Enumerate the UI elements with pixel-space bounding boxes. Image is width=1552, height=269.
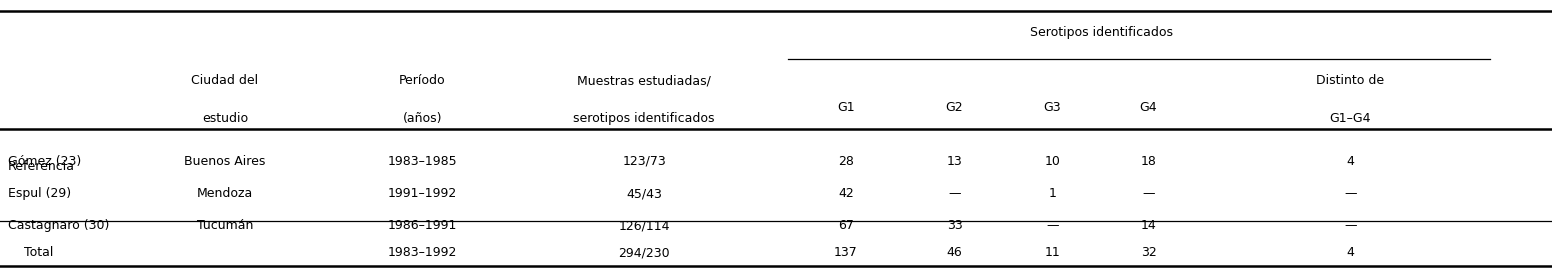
Text: Gómez (23): Gómez (23)	[8, 155, 81, 168]
Text: serotipos identificados: serotipos identificados	[573, 112, 715, 125]
Text: —: —	[1344, 220, 1356, 232]
Text: 1986–1991: 1986–1991	[388, 220, 456, 232]
Text: Período: Período	[399, 74, 445, 87]
Text: 46: 46	[947, 246, 962, 259]
Text: Ciudad del: Ciudad del	[191, 74, 259, 87]
Text: 14: 14	[1141, 220, 1156, 232]
Text: 123/73: 123/73	[622, 155, 666, 168]
Text: 18: 18	[1141, 155, 1156, 168]
Text: Mendoza: Mendoza	[197, 187, 253, 200]
Text: Muestras estudiadas/: Muestras estudiadas/	[577, 74, 711, 87]
Text: G4: G4	[1139, 101, 1158, 114]
Text: Espul (29): Espul (29)	[8, 187, 71, 200]
Text: 294/230: 294/230	[618, 246, 670, 259]
Text: (años): (años)	[402, 112, 442, 125]
Text: 45/43: 45/43	[625, 187, 663, 200]
Text: 1983–1985: 1983–1985	[388, 155, 456, 168]
Text: 67: 67	[838, 220, 854, 232]
Text: 1983–1992: 1983–1992	[388, 246, 456, 259]
Text: 137: 137	[833, 246, 858, 259]
Text: Buenos Aires: Buenos Aires	[185, 155, 265, 168]
Text: —: —	[1344, 187, 1356, 200]
Text: 42: 42	[838, 187, 854, 200]
Text: 1: 1	[1048, 187, 1057, 200]
Text: Tucumán: Tucumán	[197, 220, 253, 232]
Text: Castagnaro (30): Castagnaro (30)	[8, 220, 109, 232]
Text: G2: G2	[945, 101, 964, 114]
Text: 126/114: 126/114	[618, 220, 670, 232]
Text: —: —	[948, 187, 961, 200]
Text: estudio: estudio	[202, 112, 248, 125]
Text: G1–G4: G1–G4	[1330, 112, 1370, 125]
Text: Serotipos identificados: Serotipos identificados	[1031, 26, 1173, 39]
Text: 11: 11	[1044, 246, 1060, 259]
Text: 4: 4	[1346, 155, 1355, 168]
Text: 10: 10	[1044, 155, 1060, 168]
Text: Referencia: Referencia	[8, 160, 74, 173]
Text: —: —	[1142, 187, 1155, 200]
Text: —: —	[1046, 220, 1058, 232]
Text: 13: 13	[947, 155, 962, 168]
Text: G1: G1	[837, 101, 855, 114]
Text: 1991–1992: 1991–1992	[388, 187, 456, 200]
Text: 33: 33	[947, 220, 962, 232]
Text: G3: G3	[1043, 101, 1062, 114]
Text: 32: 32	[1141, 246, 1156, 259]
Text: 28: 28	[838, 155, 854, 168]
Text: Total: Total	[8, 246, 53, 259]
Text: 4: 4	[1346, 246, 1355, 259]
Text: Distinto de: Distinto de	[1316, 74, 1384, 87]
